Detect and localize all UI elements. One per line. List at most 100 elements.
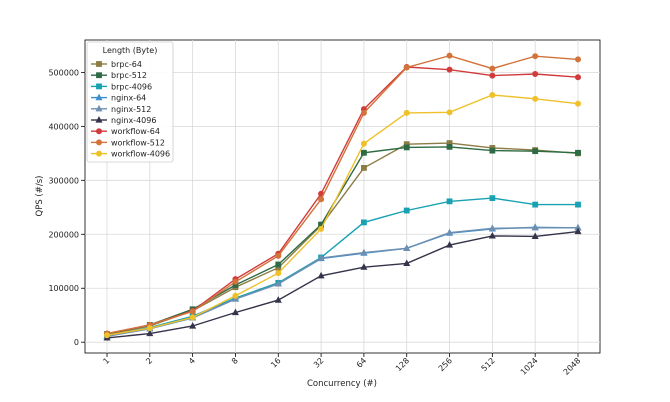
legend-item-workflow-4096: workflow-4096 bbox=[91, 150, 170, 159]
data-point bbox=[575, 149, 581, 156]
y-tick-label: 100000 bbox=[48, 284, 79, 293]
data-point bbox=[489, 147, 496, 154]
series-line-brpc-512 bbox=[106, 146, 579, 335]
x-tick-label: 1024 bbox=[519, 356, 540, 377]
data-point bbox=[446, 241, 454, 248]
data-point bbox=[403, 109, 410, 116]
legend-label: brpc-64 bbox=[111, 60, 142, 69]
data-point bbox=[360, 248, 368, 256]
legend-label: brpc-512 bbox=[111, 71, 147, 80]
legend-marker bbox=[95, 93, 103, 101]
data-point bbox=[446, 66, 453, 73]
data-point bbox=[489, 65, 496, 72]
legend-marker bbox=[96, 128, 103, 135]
series-nginx-4096 bbox=[103, 227, 582, 341]
legend-label: workflow-4096 bbox=[111, 150, 170, 159]
legend-box bbox=[86, 41, 174, 163]
legend-item-nginx-64: nginx-64 bbox=[91, 94, 146, 103]
data-point bbox=[489, 72, 496, 79]
x-tick-label: 32 bbox=[312, 356, 326, 370]
legend-label: workflow-64 bbox=[111, 127, 160, 136]
data-point bbox=[489, 92, 496, 99]
data-point bbox=[446, 52, 453, 59]
legend-marker bbox=[96, 139, 103, 146]
x-tick-label: 4 bbox=[187, 356, 197, 366]
legend-marker bbox=[96, 150, 103, 157]
x-tick-label: 128 bbox=[394, 356, 411, 373]
data-point bbox=[189, 314, 196, 321]
data-point bbox=[275, 252, 282, 259]
data-point bbox=[232, 292, 239, 299]
legend-label: workflow-512 bbox=[111, 138, 165, 147]
series-workflow-4096 bbox=[104, 92, 581, 339]
y-tick-label: 400000 bbox=[48, 122, 79, 131]
x-tick-label: 1 bbox=[101, 356, 111, 366]
data-point bbox=[574, 56, 581, 63]
data-point bbox=[403, 64, 410, 71]
data-point bbox=[488, 231, 496, 239]
data-point bbox=[403, 144, 410, 151]
data-point bbox=[274, 296, 282, 303]
x-tick-label: 256 bbox=[437, 356, 454, 373]
legend-item-nginx-4096: nginx-4096 bbox=[91, 116, 156, 125]
x-axis: 1 2 4 8 16 32 64 128 256 512 1024 2048 bbox=[101, 353, 582, 377]
data-point bbox=[531, 232, 539, 240]
legend-marker bbox=[95, 116, 103, 123]
data-point bbox=[104, 332, 111, 339]
data-point bbox=[574, 227, 582, 235]
data-point bbox=[403, 207, 410, 214]
legend: Length (Byte) brpc-64 brpc-512 brpc-4096 ng… bbox=[86, 41, 174, 163]
data-point bbox=[532, 201, 539, 208]
data-point bbox=[317, 271, 325, 279]
data-point bbox=[360, 263, 368, 270]
data-point bbox=[489, 195, 496, 202]
y-tick-label: 500000 bbox=[48, 68, 79, 77]
data-point bbox=[231, 308, 239, 316]
data-point bbox=[361, 164, 367, 171]
legend-label: nginx-512 bbox=[111, 105, 151, 114]
data-point bbox=[532, 148, 539, 155]
data-point bbox=[275, 270, 282, 277]
x-tick-label: 16 bbox=[269, 356, 283, 370]
data-point bbox=[317, 254, 325, 261]
legend-item-workflow-64: workflow-64 bbox=[91, 127, 160, 136]
data-point bbox=[532, 95, 539, 102]
data-point bbox=[446, 228, 454, 236]
data-point bbox=[446, 198, 453, 205]
y-tick-label: 200000 bbox=[48, 230, 79, 239]
data-point bbox=[446, 109, 453, 116]
data-point bbox=[318, 196, 325, 203]
data-point bbox=[361, 149, 367, 156]
legend-label: brpc-4096 bbox=[111, 82, 152, 91]
x-tick-label: 512 bbox=[480, 356, 497, 373]
x-tick-label: 64 bbox=[355, 356, 369, 370]
data-point bbox=[360, 140, 367, 147]
x-tick-label: 2 bbox=[144, 356, 154, 366]
legend-marker bbox=[96, 83, 102, 90]
legend-label: nginx-64 bbox=[111, 94, 146, 103]
series-line-workflow-4096 bbox=[106, 94, 579, 336]
data-point bbox=[403, 244, 411, 251]
data-point bbox=[360, 109, 367, 116]
y-tick-label: 300000 bbox=[48, 176, 79, 185]
legend-marker bbox=[96, 61, 102, 67]
legend-item-brpc-512: brpc-512 bbox=[91, 71, 147, 80]
y-axis: 0 100000 200000 300000 400000 500000 bbox=[48, 68, 85, 347]
data-point bbox=[531, 223, 539, 231]
legend-items: brpc-64 brpc-512 brpc-4096 nginx-64 nginx-51… bbox=[91, 60, 170, 159]
data-point bbox=[189, 308, 196, 315]
data-point bbox=[532, 70, 539, 77]
legend-marker bbox=[95, 104, 103, 112]
series-layer bbox=[103, 52, 582, 341]
data-point bbox=[532, 53, 539, 60]
data-point bbox=[574, 100, 581, 107]
legend-title: Length (Byte) bbox=[103, 46, 158, 55]
data-point bbox=[488, 224, 496, 231]
legend-item-nginx-512: nginx-512 bbox=[91, 105, 151, 114]
series-line-workflow-512 bbox=[106, 54, 579, 335]
data-point bbox=[232, 278, 239, 285]
data-point bbox=[575, 201, 581, 208]
y-axis-label: QPS (#/s) bbox=[35, 176, 45, 217]
y-tick-label: 0 bbox=[74, 338, 79, 347]
